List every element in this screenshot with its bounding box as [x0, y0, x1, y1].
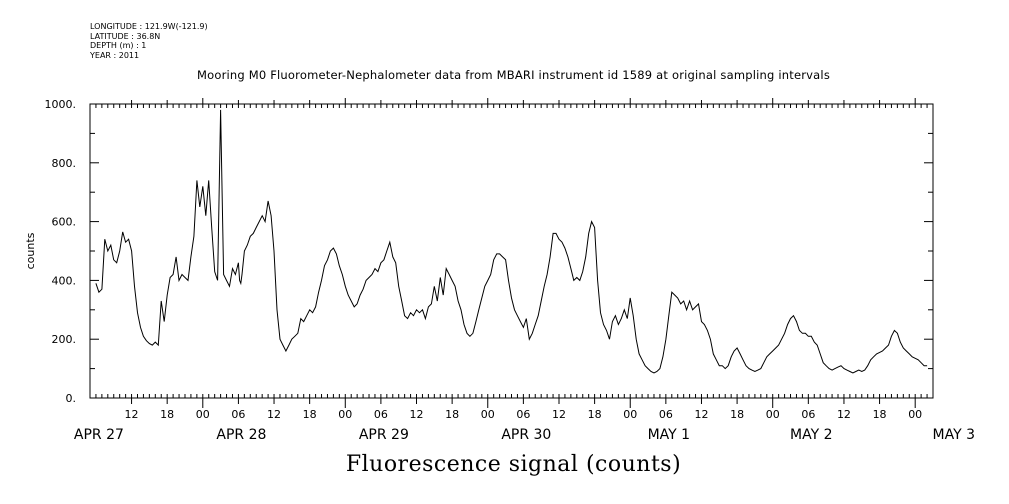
depth-text: DEPTH (m) : 1 [90, 41, 147, 50]
x-hour-label: 12 [552, 408, 566, 421]
x-hour-label: 06 [374, 408, 388, 421]
x-date-label: APR 29 [359, 427, 409, 443]
x-hour-label: 12 [410, 408, 424, 421]
series-line [95, 109, 928, 374]
x-hour-label: 00 [481, 408, 495, 421]
x-axis: 12 18 00 06 12 18 00 06 12 18 00 06 12 18 00 06 12 18 00 06… [74, 98, 975, 443]
latitude-text: LATITUDE : 36.8N [90, 31, 161, 41]
x-hour-label: 12 [694, 408, 708, 421]
y-axis-label: counts [24, 232, 37, 269]
x-date-label: APR 27 [74, 427, 124, 443]
x-hour-label: 06 [801, 408, 815, 421]
x-hour-label: 06 [516, 408, 530, 421]
x-date-label: MAY 1 [648, 427, 690, 443]
chart-title: Mooring M0 Fluorometer-Nephalometer data… [196, 68, 831, 82]
x-date-label: MAY 2 [790, 427, 832, 443]
x-hour-label: 00 [908, 408, 922, 421]
x-hour-label: 06 [659, 408, 673, 421]
y-tick-label: 200. [52, 333, 77, 346]
station-metadata: LONGITUDE : 121.9W(-121.9) LATITUDE : 36… [90, 22, 208, 60]
x-hour-label: 18 [588, 408, 602, 421]
x-hour-label: 18 [873, 408, 887, 421]
y-tick-label: 1000. [45, 98, 77, 111]
x-hour-label: 18 [730, 408, 744, 421]
y-tick-label: 0. [66, 392, 77, 405]
y-axis: 0. 200. 400. 600. 800. 1000. [45, 98, 933, 405]
y-tick-label: 800. [52, 157, 77, 170]
x-date-label: APR 30 [501, 427, 551, 443]
x-date-label: APR 28 [216, 427, 266, 443]
x-hour-label: 00 [766, 408, 780, 421]
year-text: YEAR : 2011 [90, 50, 140, 60]
y-tick-label: 600. [52, 216, 77, 229]
x-hour-label: 00 [338, 408, 352, 421]
x-hour-label: 12 [125, 408, 139, 421]
x-hour-label: 18 [303, 408, 317, 421]
x-axis-caption: Fluorescence signal (counts) [345, 452, 682, 477]
y-tick-label: 400. [52, 274, 77, 287]
x-hour-label: 12 [267, 408, 281, 421]
x-date-label: MAY 3 [933, 427, 975, 443]
x-hour-label: 00 [623, 408, 637, 421]
x-hour-label: 18 [445, 408, 459, 421]
x-hour-label: 00 [196, 408, 210, 421]
minor-ticks [89, 104, 934, 398]
x-hour-label: 18 [160, 408, 174, 421]
x-hour-label: 12 [837, 408, 851, 421]
longitude-text: LONGITUDE : 121.9W(-121.9) [90, 22, 208, 31]
plot-frame [89, 103, 934, 399]
x-hour-label: 06 [231, 408, 245, 421]
